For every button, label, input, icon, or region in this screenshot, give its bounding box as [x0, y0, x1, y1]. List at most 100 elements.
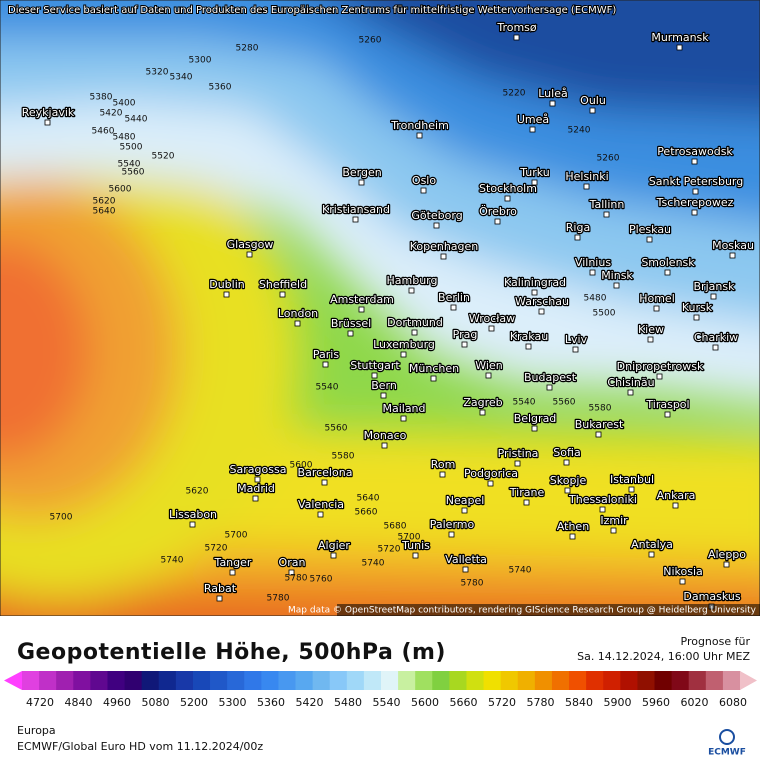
city-label: Palermo — [430, 518, 475, 531]
city-label: Tanger — [214, 556, 252, 569]
city-marker — [254, 476, 261, 483]
city-label: Reykjavik — [22, 106, 75, 119]
legend-tick-label: 5600 — [411, 696, 439, 709]
contour-label: 5480 — [584, 294, 607, 304]
city-label: Murmansk — [651, 31, 709, 44]
contour-label: 5320 — [146, 68, 169, 78]
legend-swatch — [449, 671, 467, 690]
city-label: Vilnius — [575, 256, 611, 269]
city-marker — [322, 361, 329, 368]
forecast-time: Sa. 14.12.2024, 16:00 Uhr MEZ — [577, 650, 750, 663]
city-label: Petrosawodsk — [657, 145, 733, 158]
city-marker — [252, 495, 259, 502]
city-marker — [729, 252, 736, 259]
contour-label: 5740 — [161, 556, 184, 566]
city-label: Antalya — [631, 538, 673, 551]
city-label: Bukarest — [575, 418, 624, 431]
city-marker — [664, 411, 671, 418]
city-marker — [691, 209, 698, 216]
city-label: Lissabon — [169, 508, 217, 521]
contour-label-layer: 5260 5280 5300 5320 5340 5360 5380540054205440… — [50, 36, 620, 604]
legend-tick-label: 4960 — [103, 696, 131, 709]
city-marker — [352, 216, 359, 223]
city-label: Tunis — [401, 539, 430, 552]
contour-label: 5700 — [398, 533, 421, 543]
contour-label: 5540 — [316, 383, 339, 393]
city-marker — [549, 100, 556, 107]
city-label: Oslo — [412, 174, 436, 187]
contour-label: 5220 — [503, 89, 526, 99]
legend-swatch — [551, 671, 570, 690]
legend-swatch — [107, 671, 126, 690]
legend-swatch — [261, 671, 279, 690]
contour-label: 5280 — [236, 44, 259, 54]
city-marker — [479, 409, 486, 416]
city-label: Pristina — [498, 447, 539, 460]
legend-swatch — [398, 671, 416, 690]
contour-label: 5460 — [92, 127, 115, 137]
city-marker — [494, 218, 501, 225]
contour-label: 5340 — [170, 73, 193, 83]
city-marker — [572, 346, 579, 353]
legend-tick-label: 6020 — [681, 696, 709, 709]
city-label: Kursk — [682, 301, 713, 314]
model-run: ECMWF/Global Euro HD vom 11.12.2024/00z — [17, 740, 263, 753]
city-marker — [487, 480, 494, 487]
city-label: Wien — [475, 359, 502, 372]
city-label: Neapel — [446, 494, 485, 507]
city-marker — [648, 551, 655, 558]
city-marker — [610, 527, 617, 534]
city-label: Charkiw — [694, 331, 738, 344]
city-marker — [589, 269, 596, 276]
city-marker — [400, 351, 407, 358]
city-label: Nikosia — [663, 565, 703, 578]
city-label: Tallinn — [589, 198, 625, 211]
city-marker — [461, 507, 468, 514]
legend-swatch — [278, 671, 297, 690]
city-marker — [347, 330, 354, 337]
contour-label: 5560 — [325, 424, 348, 434]
city-label: Hamburg — [387, 274, 438, 287]
city-label: Bern — [371, 379, 397, 392]
contour-label: 5560 — [122, 168, 145, 178]
city-label: Mailand — [382, 402, 425, 415]
city-marker — [485, 372, 492, 379]
contour-label: 5300 — [189, 56, 212, 66]
contour-label: 5260 — [597, 154, 620, 164]
city-marker — [448, 531, 455, 538]
city-marker — [358, 306, 365, 313]
city-marker — [416, 132, 423, 139]
legend-tick-label: 5780 — [527, 696, 555, 709]
city-label: Riga — [566, 221, 590, 234]
city-label: Dortmund — [387, 316, 443, 329]
city-marker — [450, 304, 457, 311]
city-label: Sankt Petersburg — [649, 175, 743, 188]
city-label: Istanbul — [610, 473, 654, 486]
legend-swatch — [654, 671, 673, 690]
legend-tick-label: 5960 — [642, 696, 670, 709]
city-label: Brjansk — [694, 280, 736, 293]
city-marker — [647, 336, 654, 343]
legend-tick-label: 4720 — [26, 696, 54, 709]
city-label: Stockholm — [479, 182, 537, 195]
city-marker — [189, 521, 196, 528]
legend-tick-label: 5080 — [142, 696, 170, 709]
contour-label: 5520 — [152, 152, 175, 162]
legend-swatch — [244, 671, 262, 690]
contour-label: 5440 — [125, 115, 148, 125]
legend-swatch — [466, 671, 485, 690]
forecast-label: Prognose für — [681, 635, 751, 648]
city-label: Tirane — [509, 486, 545, 499]
city-marker — [613, 282, 620, 289]
city-label: Berlin — [438, 291, 470, 304]
city-marker — [531, 289, 538, 296]
map-background — [0, 0, 760, 616]
city-marker — [712, 344, 719, 351]
contour-label: 5740 — [509, 566, 532, 576]
city-label: Chisinău — [607, 376, 654, 389]
city-label: Oulu — [580, 94, 606, 107]
city-marker — [531, 425, 538, 432]
city-label: Amsterdam — [330, 293, 394, 306]
